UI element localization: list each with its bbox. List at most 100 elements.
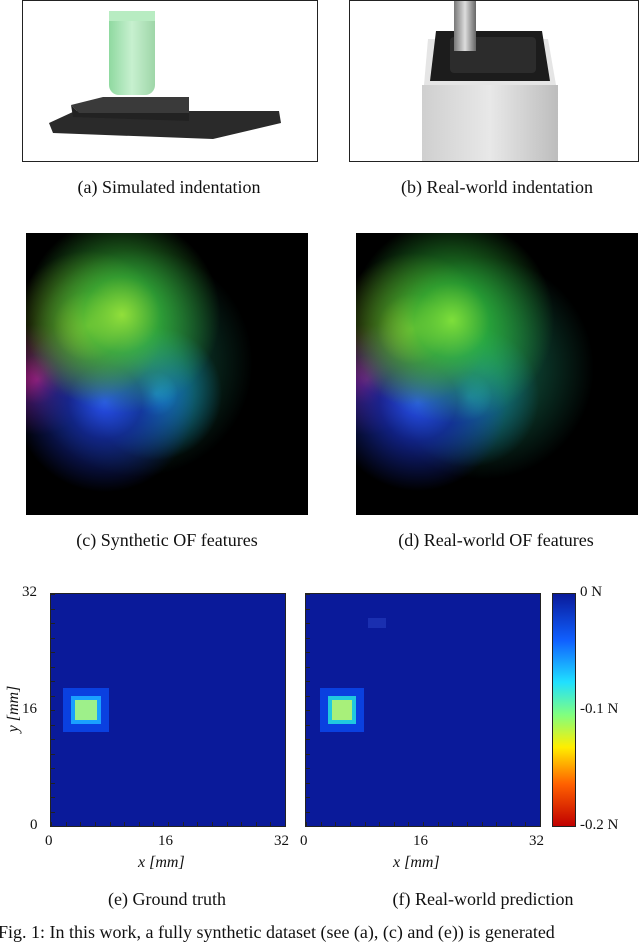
axis-minor-tick <box>306 623 310 624</box>
axis-minor-tick <box>306 753 310 755</box>
axis-minor-tick <box>197 822 199 826</box>
axis-minor-tick <box>51 753 55 755</box>
simulated-indenter-render <box>49 11 281 139</box>
colorbar <box>552 593 576 827</box>
axis-minor-tick <box>153 822 155 826</box>
axis-minor-tick <box>481 822 483 826</box>
e-x-tick-16: 16 <box>158 833 173 849</box>
axis-minor-tick <box>241 822 243 826</box>
axis-minor-tick <box>51 594 55 595</box>
real-world-of-features-image <box>356 233 638 515</box>
real-world-prediction-heatmap <box>305 593 541 827</box>
axis-minor-tick <box>540 822 541 826</box>
axis-minor-tick <box>51 637 55 639</box>
axis-minor-tick <box>51 666 55 668</box>
axis-minor-tick <box>211 822 213 826</box>
axis-minor-tick <box>51 768 55 769</box>
prediction-faint-spot <box>368 618 386 628</box>
axis-minor-tick <box>51 739 55 740</box>
axis-minor-tick <box>306 637 310 639</box>
axis-minor-tick <box>335 822 337 826</box>
y-axis-label-text: y [mm] <box>5 685 22 733</box>
caption-c: (c) Synthetic OF features <box>76 530 258 550</box>
axis-minor-tick <box>510 822 512 826</box>
y-tick-bottom: 0 <box>30 817 38 833</box>
axis-minor-tick <box>452 822 454 826</box>
axis-minor-tick <box>306 822 307 826</box>
axis-minor-tick <box>51 811 55 813</box>
axis-minor-tick <box>306 681 310 682</box>
e-x-tick-0: 0 <box>45 833 53 849</box>
axis-minor-tick <box>306 797 310 798</box>
axis-minor-tick <box>306 695 310 697</box>
axis-minor-tick <box>496 822 498 826</box>
axis-minor-tick <box>320 822 322 826</box>
axis-minor-tick <box>94 822 96 826</box>
axis-minor-tick <box>109 822 111 826</box>
axis-minor-tick <box>306 652 310 653</box>
axis-minor-tick <box>138 822 140 826</box>
axis-minor-tick <box>51 826 55 827</box>
axis-minor-tick <box>306 826 310 827</box>
prediction-hotspot-core <box>332 700 352 720</box>
synthetic-of-features-image <box>26 233 308 515</box>
axis-minor-tick <box>270 822 272 826</box>
ground-truth-hotspot-core <box>75 700 97 720</box>
axis-minor-tick <box>51 681 55 682</box>
axis-minor-tick <box>124 822 126 826</box>
axis-minor-tick <box>408 822 410 826</box>
axis-minor-tick <box>65 822 67 826</box>
e-x-tick-32: 32 <box>274 833 289 849</box>
e-x-axis-label: x [mm] <box>138 854 185 871</box>
axis-minor-tick <box>306 710 310 711</box>
figure-caption-footer: Fig. 1: In this work, a fully synthetic … <box>0 922 555 942</box>
axis-minor-tick <box>525 822 527 826</box>
caption-d: (d) Real-world OF features <box>398 530 594 550</box>
colorbar-label-mid: -0.1 N <box>580 701 619 717</box>
simulated-indentation-image <box>22 0 318 162</box>
caption-f: (f) Real-world prediction <box>392 889 574 909</box>
axis-minor-tick <box>379 822 381 826</box>
axis-minor-tick <box>80 822 82 826</box>
caption-a: (a) Simulated indentation <box>77 177 261 197</box>
axis-minor-tick <box>51 652 55 653</box>
axis-minor-tick <box>306 666 310 668</box>
axis-minor-tick <box>51 822 52 826</box>
axis-minor-tick <box>51 608 55 610</box>
f-x-tick-0: 0 <box>300 833 308 849</box>
y-tick-mid: 16 <box>22 701 37 717</box>
axis-minor-tick <box>168 822 169 826</box>
axis-minor-tick <box>466 822 468 826</box>
axis-minor-tick <box>51 710 55 711</box>
axis-minor-tick <box>51 782 55 784</box>
colorbar-label-bottom: -0.2 N <box>580 817 619 833</box>
axis-minor-tick <box>306 594 310 595</box>
axis-minor-tick <box>437 822 439 826</box>
f-x-axis-label: x [mm] <box>393 854 440 871</box>
axis-minor-tick <box>285 822 286 826</box>
axis-minor-tick <box>349 822 351 826</box>
axis-minor-tick <box>51 623 55 624</box>
axis-minor-tick <box>51 797 55 798</box>
y-tick-top: 32 <box>22 584 37 600</box>
real-world-indentation-photo <box>349 0 639 162</box>
axis-minor-tick <box>306 608 310 610</box>
axis-minor-tick <box>306 811 310 813</box>
axis-minor-tick <box>226 822 228 826</box>
axis-minor-tick <box>306 768 310 769</box>
f-x-tick-32: 32 <box>529 833 544 849</box>
y-axis-label: y [mm] <box>5 681 23 737</box>
axis-minor-tick <box>423 822 424 826</box>
axis-minor-tick <box>255 822 257 826</box>
axis-minor-tick <box>306 724 310 726</box>
ground-truth-heatmap <box>50 593 286 827</box>
f-x-tick-16: 16 <box>413 833 428 849</box>
colorbar-label-top: 0 N <box>580 584 603 600</box>
axis-minor-tick <box>393 822 395 826</box>
caption-b: (b) Real-world indentation <box>401 177 593 197</box>
caption-e: (e) Ground truth <box>108 889 226 909</box>
real-world-sensor-render <box>422 1 558 161</box>
axis-minor-tick <box>182 822 184 826</box>
axis-minor-tick <box>51 724 55 726</box>
axis-minor-tick <box>364 822 366 826</box>
